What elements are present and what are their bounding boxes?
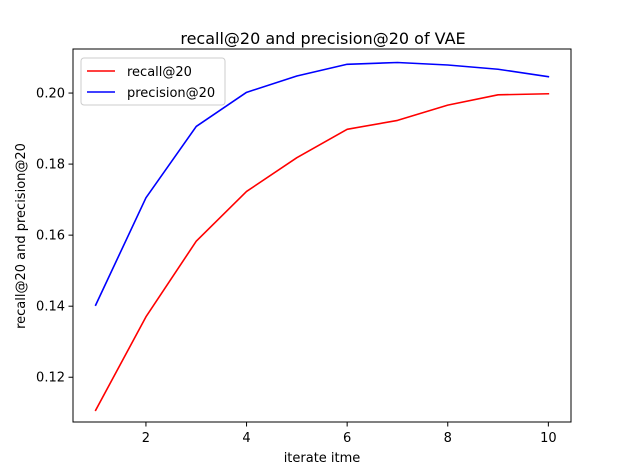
- legend-label-precision: precision@20: [127, 86, 215, 101]
- x-tick-label: 4: [242, 431, 250, 446]
- plot-area: 2 4 6 8 10 0.12 0.14 0.16 0.18 0.20: [36, 48, 572, 446]
- y-axis-label: recall@20 and precision@20: [14, 143, 29, 329]
- legend-box: [80, 57, 226, 106]
- y-tick-label: 0.18: [36, 158, 65, 173]
- chart-title: recall@20 and precision@20 of VAE: [180, 29, 465, 48]
- x-tick-label: 2: [142, 431, 150, 446]
- y-axis-ticks: 0.12 0.14 0.16 0.18 0.20: [36, 87, 73, 386]
- x-tick-label: 10: [540, 431, 557, 446]
- y-tick-label: 0.20: [36, 87, 65, 102]
- x-axis-label: iterate itme: [284, 451, 361, 466]
- x-axis-ticks: 2 4 6 8 10: [142, 422, 557, 446]
- y-tick-label: 0.16: [36, 229, 65, 244]
- x-tick-label: 8: [444, 431, 452, 446]
- legend: recall@20 precision@20: [80, 57, 226, 106]
- y-tick-label: 0.12: [36, 371, 65, 386]
- legend-label-recall: recall@20: [127, 65, 192, 80]
- series-lines: [94, 61, 550, 412]
- series-line-precision-20: [94, 61, 550, 307]
- series-line-recall-20: [94, 92, 550, 412]
- y-tick-label: 0.14: [36, 300, 65, 315]
- x-tick-label: 6: [343, 431, 351, 446]
